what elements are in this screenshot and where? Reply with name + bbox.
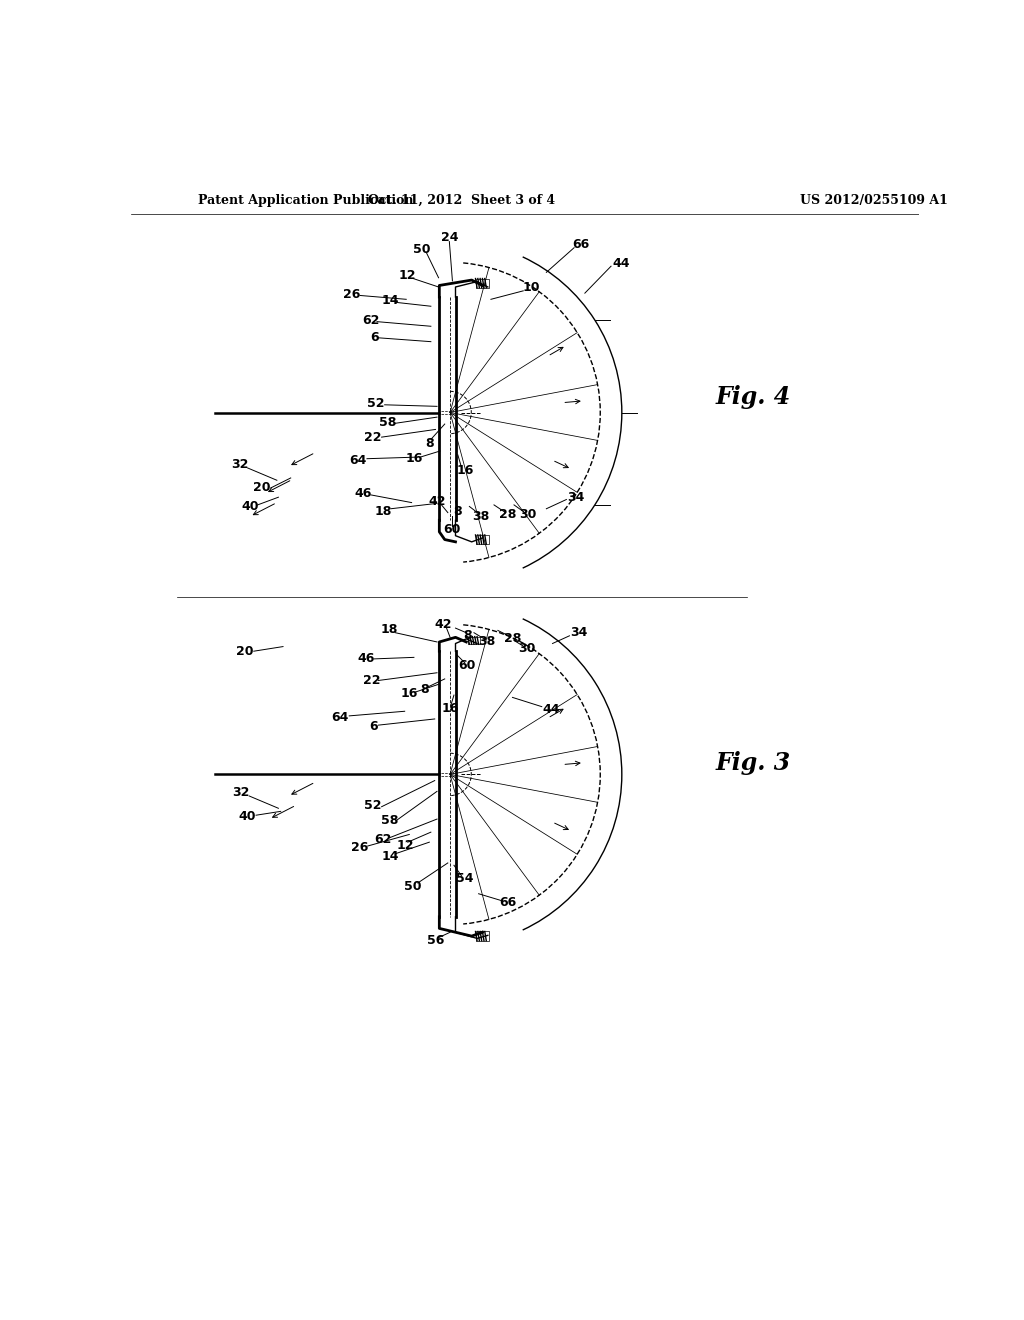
Text: Patent Application Publication: Patent Application Publication [199, 194, 414, 207]
Text: 12: 12 [399, 269, 417, 282]
Text: 14: 14 [381, 850, 398, 862]
Text: 16: 16 [400, 686, 418, 700]
Text: 44: 44 [612, 256, 630, 269]
Text: 16: 16 [406, 453, 423, 465]
Text: 30: 30 [519, 508, 537, 520]
Text: 8: 8 [425, 437, 433, 450]
Text: 24: 24 [440, 231, 458, 244]
Text: Oct. 11, 2012  Sheet 3 of 4: Oct. 11, 2012 Sheet 3 of 4 [368, 194, 555, 207]
Text: 58: 58 [379, 416, 396, 429]
Bar [475, 279, 489, 288]
Text: 56: 56 [427, 935, 444, 948]
Text: 20: 20 [236, 644, 253, 657]
Text: 38: 38 [478, 635, 496, 648]
Text: 18: 18 [381, 623, 398, 636]
Text: 54: 54 [456, 871, 473, 884]
Text: 22: 22 [365, 432, 382, 445]
Text: 40: 40 [242, 500, 259, 513]
Text: 58: 58 [381, 814, 398, 828]
Text: 6: 6 [371, 330, 379, 343]
Text: 62: 62 [375, 833, 392, 846]
Text: 16: 16 [441, 702, 459, 714]
Text: 42: 42 [434, 618, 452, 631]
Text: 30: 30 [518, 642, 536, 655]
Bar [475, 932, 489, 941]
Text: 46: 46 [357, 652, 375, 665]
Text: 46: 46 [354, 487, 372, 500]
Text: 38: 38 [472, 510, 489, 523]
Text: 28: 28 [499, 508, 516, 520]
Text: 64: 64 [349, 454, 367, 467]
Text: 22: 22 [362, 675, 380, 686]
Text: 52: 52 [367, 397, 384, 409]
Text: 26: 26 [343, 288, 360, 301]
Text: 66: 66 [572, 238, 590, 251]
Text: 60: 60 [443, 523, 461, 536]
Text: 50: 50 [413, 243, 430, 256]
Text: 34: 34 [567, 491, 585, 504]
Text: 14: 14 [381, 294, 398, 308]
Text: 8: 8 [464, 630, 472, 643]
Text: 8: 8 [421, 684, 429, 696]
Text: 66: 66 [500, 896, 516, 908]
Text: 12: 12 [396, 838, 414, 851]
Text: 10: 10 [522, 281, 540, 294]
Text: 32: 32 [231, 458, 249, 471]
Text: 16: 16 [457, 463, 474, 477]
Text: Fig. 4: Fig. 4 [716, 385, 791, 409]
Text: 62: 62 [362, 314, 380, 326]
Text: Fig. 3: Fig. 3 [716, 751, 791, 775]
Text: 40: 40 [239, 810, 256, 824]
Text: 52: 52 [365, 799, 382, 812]
Text: US 2012/0255109 A1: US 2012/0255109 A1 [801, 194, 948, 207]
Text: 6: 6 [369, 721, 378, 733]
Text: 32: 32 [232, 787, 250, 800]
Text: 20: 20 [253, 482, 270, 495]
Text: 42: 42 [428, 495, 445, 508]
Text: 44: 44 [543, 704, 560, 717]
Text: 60: 60 [459, 659, 476, 672]
Text: 8: 8 [454, 504, 462, 517]
Text: 26: 26 [351, 841, 369, 854]
Text: 34: 34 [570, 626, 588, 639]
Bar [468, 636, 480, 644]
Text: 28: 28 [504, 632, 521, 645]
Bar [475, 535, 489, 544]
Text: 18: 18 [375, 504, 392, 517]
Text: 64: 64 [332, 711, 349, 723]
Text: 50: 50 [403, 879, 421, 892]
